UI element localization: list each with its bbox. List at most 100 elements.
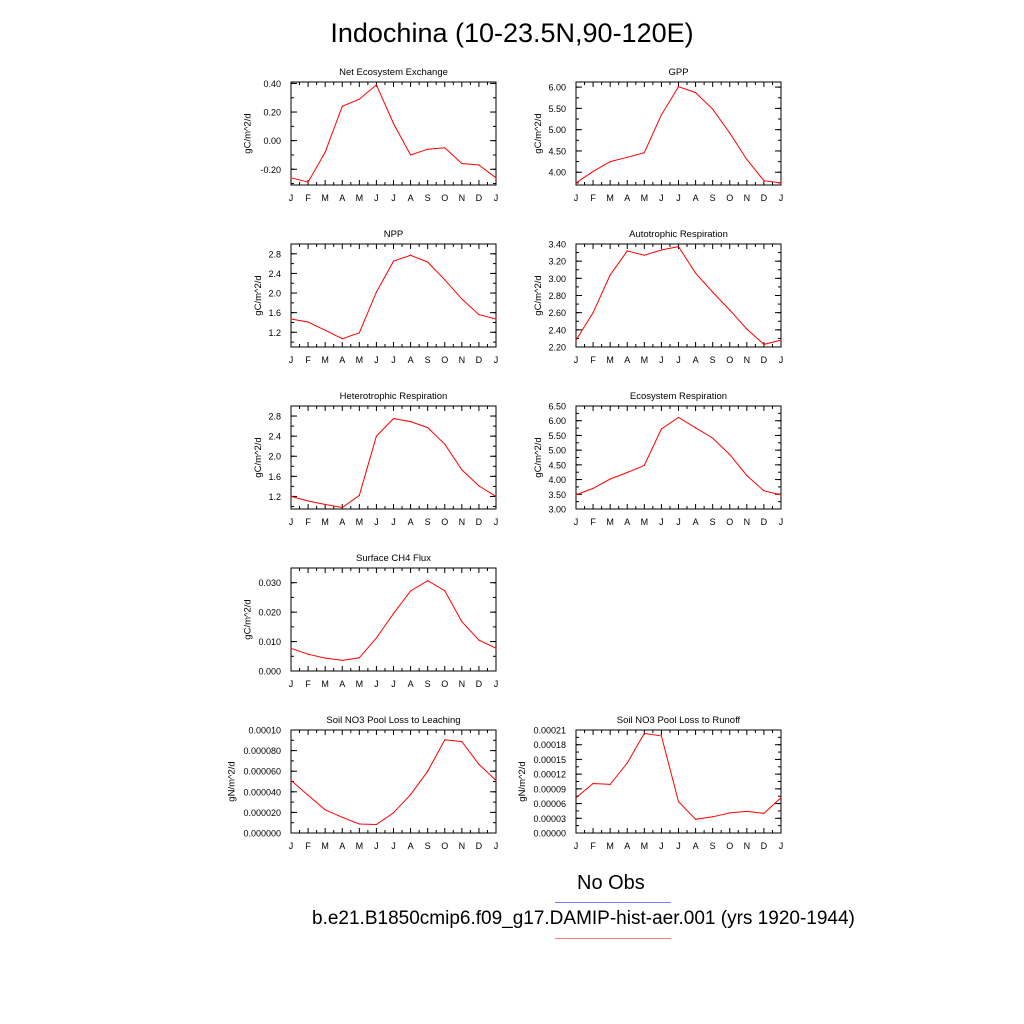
data-point <box>694 92 697 94</box>
x-tick-label: A <box>408 841 414 851</box>
y-axis-label: gC/m^2/d <box>533 437 544 477</box>
data-point <box>444 279 446 281</box>
y-tick-label: 3.00 <box>548 274 566 284</box>
y-tick-label: 1.2 <box>268 492 281 502</box>
x-tick-label: M <box>606 355 614 365</box>
plot-frame <box>290 567 497 672</box>
data-point <box>780 182 782 184</box>
y-tick-label: 0.00015 <box>533 755 566 765</box>
data-point <box>324 151 326 153</box>
x-tick-label: J <box>374 193 379 203</box>
x-tick-label: S <box>710 355 716 365</box>
plot-frame <box>290 405 497 510</box>
y-tick-label: 2.40 <box>548 325 566 335</box>
data-point <box>575 797 577 799</box>
data-point <box>290 779 292 781</box>
series-line <box>290 739 497 826</box>
x-tick-label: M <box>356 679 364 689</box>
chart-8: J F M A M J J A S O N D J0.0000000.0000200.0000400.0… <box>227 715 499 851</box>
x-tick-label: J <box>574 841 579 851</box>
x-tick-label: J <box>494 355 499 365</box>
y-tick-label: 4.50 <box>548 460 566 470</box>
data-point <box>307 181 309 183</box>
x-tick-label: J <box>659 193 664 203</box>
data-point <box>427 261 429 263</box>
series-line <box>575 86 782 184</box>
series-line <box>575 246 782 345</box>
x-tick-label: M <box>321 517 329 527</box>
x-tick-label: S <box>710 841 716 851</box>
data-point <box>643 152 645 154</box>
data-point <box>290 495 292 498</box>
x-tick-label: S <box>425 679 431 689</box>
x-tick-label: J <box>494 193 499 203</box>
chart-9: J F M A M J J A S O N D J0.000000.000030.000060.0000… <box>517 715 783 851</box>
data-point <box>444 147 446 149</box>
x-tick-label: F <box>305 679 311 689</box>
y-axis-label: gC/m^2/d <box>533 275 544 315</box>
chart-title: Heterotrophic Respiration <box>340 391 448 402</box>
data-point <box>375 435 378 437</box>
x-tick-label: M <box>321 355 329 365</box>
page-title: Indochina (10-23.5N,90-120E) <box>330 18 694 48</box>
y-tick-label: 5.00 <box>548 125 566 135</box>
x-tick-label: M <box>641 193 649 203</box>
x-tick-label: O <box>441 355 448 365</box>
x-tick-label: J <box>779 517 784 527</box>
data-point <box>694 272 697 274</box>
x-tick-label: M <box>321 841 329 851</box>
data-point <box>609 478 611 480</box>
case-legend-line <box>555 938 671 939</box>
x-tick-label: A <box>624 355 630 365</box>
chart-4: J F M A M J J A S O N D J2.202.402.602.803.003.203.4… <box>533 229 783 365</box>
y-tick-label: 0.00021 <box>533 726 566 736</box>
y-tick-label: 3.40 <box>548 240 566 250</box>
data-point <box>609 274 611 276</box>
x-tick-label: S <box>710 193 716 203</box>
data-point <box>660 735 663 737</box>
y-tick-label: 4.00 <box>548 168 566 178</box>
y-tick-label: 5.00 <box>548 446 566 456</box>
x-tick-label: J <box>289 355 294 365</box>
x-tick-label: S <box>425 841 431 851</box>
y-tick-label: 0.000020 <box>243 808 281 818</box>
y-tick-label: 6.50 <box>548 402 566 412</box>
x-tick-label: J <box>494 679 499 689</box>
data-point <box>575 339 577 341</box>
data-point <box>478 639 480 641</box>
data-point <box>324 503 326 506</box>
data-point <box>592 170 594 172</box>
data-point <box>780 339 782 341</box>
data-point <box>324 657 326 659</box>
y-tick-label: 2.0 <box>268 289 281 299</box>
x-tick-label: J <box>574 517 579 527</box>
y-tick-label: 0.000080 <box>243 746 281 756</box>
data-point <box>358 823 360 825</box>
series-line <box>290 254 497 340</box>
x-tick-label: J <box>391 355 396 365</box>
data-point <box>392 122 395 125</box>
data-point <box>409 590 412 592</box>
data-point <box>575 494 577 496</box>
x-tick-label: F <box>305 841 311 851</box>
x-tick-label: A <box>693 193 699 203</box>
data-point <box>763 343 765 346</box>
data-point <box>375 291 378 293</box>
data-point <box>643 254 645 256</box>
data-point <box>763 180 765 182</box>
x-tick-label: J <box>374 841 379 851</box>
x-tick-label: S <box>425 193 431 203</box>
y-tick-label: 0.030 <box>258 578 281 588</box>
data-point <box>478 485 480 487</box>
x-tick-label: A <box>339 679 345 689</box>
data-point <box>626 250 628 252</box>
x-tick-label: A <box>624 841 630 851</box>
y-tick-label: 3.00 <box>548 505 566 515</box>
data-point <box>358 332 360 334</box>
data-point <box>461 620 463 623</box>
data-point <box>290 177 292 179</box>
x-tick-label: F <box>590 517 596 527</box>
x-tick-label: M <box>641 841 649 851</box>
data-point <box>677 801 680 803</box>
x-tick-label: J <box>374 355 379 365</box>
